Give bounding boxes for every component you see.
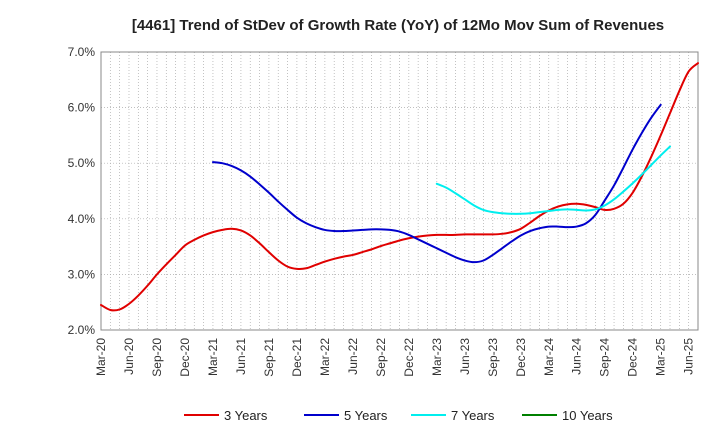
- x-tick-label: Mar-23: [430, 338, 444, 376]
- x-tick-label: Sep-24: [598, 338, 612, 377]
- legend-label-5-years: 5 Years: [344, 408, 388, 423]
- x-tick-label: Sep-22: [374, 338, 388, 377]
- legend-label-10-years: 10 Years: [562, 408, 613, 423]
- axes-layer: 2.0% 3.0% 4.0% 5.0% 6.0% 7.0% Mar-20 Jun-20 Sep-…: [68, 45, 699, 377]
- x-tick-label: Dec-24: [626, 338, 640, 377]
- series-layer: [100, 62, 699, 312]
- x-tick-label: Jun-24: [570, 338, 584, 375]
- chart-title: [4461] Trend of StDev of Growth Rate (Yo…: [132, 17, 664, 34]
- x-tick-label: Sep-20: [150, 338, 164, 377]
- y-tick-label: 6.0%: [68, 101, 96, 115]
- x-tick-label: Jun-21: [234, 338, 248, 375]
- y-tick-label: 3.0%: [68, 267, 96, 281]
- y-tick-label: 4.0%: [68, 212, 96, 226]
- x-tick-label: Jun-23: [458, 338, 472, 375]
- x-tick-label: Jun-25: [682, 338, 696, 375]
- legend-label-7-years: 7 Years: [451, 408, 495, 423]
- y-tick-label: 5.0%: [68, 156, 96, 170]
- x-tick-label: Dec-23: [514, 338, 528, 377]
- x-tick-label: Jun-20: [122, 338, 136, 375]
- x-tick-label: Sep-23: [486, 338, 500, 377]
- y-tick-label: 2.0%: [68, 323, 96, 337]
- x-tick-label: Dec-21: [290, 338, 304, 377]
- x-tick-label: Mar-21: [206, 338, 220, 376]
- x-tick-label: Sep-21: [262, 338, 276, 377]
- legend: 3 Years 5 Years 7 Years 10 Years: [184, 408, 613, 423]
- x-tick-label: Mar-24: [542, 338, 556, 376]
- y-tick-label: 7.0%: [68, 45, 96, 59]
- x-tick-label: Mar-22: [318, 338, 332, 376]
- x-tick-label: Dec-20: [178, 338, 192, 377]
- grid-layer: [101, 51, 698, 331]
- x-tick-label: Mar-25: [654, 338, 668, 376]
- series-line-5-years: [211, 103, 662, 264]
- series-line-7-years: [435, 145, 672, 215]
- legend-label-3-years: 3 Years: [224, 408, 268, 423]
- x-tick-label: Mar-20: [94, 338, 108, 376]
- plot-frame: [100, 51, 699, 331]
- x-tick-label: Dec-22: [402, 338, 416, 377]
- x-tick-label: Jun-22: [346, 338, 360, 375]
